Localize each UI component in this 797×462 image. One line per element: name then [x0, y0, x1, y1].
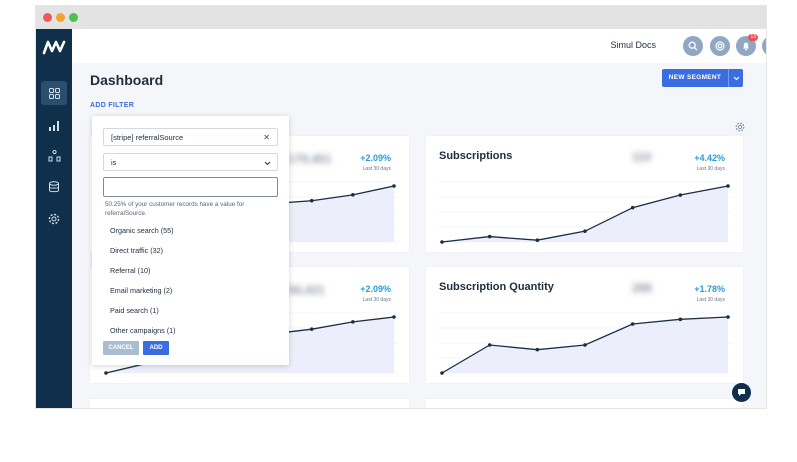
- new-segment-button[interactable]: NEW SEGMENT: [662, 69, 743, 87]
- chevron-down-icon: [264, 161, 271, 166]
- profile-button[interactable]: [762, 36, 766, 56]
- chart-point: [630, 322, 635, 326]
- window-minimize-button[interactable]: [56, 13, 65, 22]
- metric-card-subscriptions[interactable]: Subscriptions 110 +4.42% Last 30 days: [426, 136, 743, 252]
- chart-point: [392, 184, 396, 188]
- lifebuoy-icon: [715, 41, 725, 51]
- chart-point: [678, 193, 683, 197]
- chart-point: [678, 317, 683, 322]
- sidebar-item-segments[interactable]: [41, 144, 67, 168]
- filter-option[interactable]: Other campaigns (1): [110, 326, 176, 335]
- chart-point: [726, 184, 730, 188]
- dashboard-settings-icon[interactable]: [735, 122, 745, 132]
- card-change: +2.09%: [360, 153, 391, 163]
- gear-icon: [48, 213, 60, 225]
- chart-point: [487, 343, 492, 347]
- metric-card-5[interactable]: [90, 399, 409, 408]
- grid-icon: [48, 87, 60, 99]
- filter-option[interactable]: Paid search (1): [110, 306, 159, 315]
- card-period: Last 30 days: [696, 166, 725, 172]
- page-title: Dashboard: [90, 72, 164, 88]
- filter-hint: 50.25% of your customer records have a v…: [105, 201, 245, 217]
- filter-popover: [stripe] referralSource ✕ is 50.25% of y…: [92, 116, 289, 365]
- chart-point: [535, 238, 540, 242]
- search-button[interactable]: [683, 36, 703, 56]
- card-period: Last 30 days: [696, 297, 725, 303]
- window-maximize-button[interactable]: [69, 13, 78, 22]
- card-value: 56,421: [288, 283, 325, 297]
- chat-icon: [738, 389, 745, 396]
- chart-point: [535, 347, 540, 352]
- metric-card-subscription-quantity[interactable]: Subscription Quantity 286 +1.78% Last 30…: [426, 267, 743, 383]
- support-button[interactable]: [710, 36, 730, 56]
- metric-line-chart: [438, 181, 732, 244]
- card-period: Last 30 days: [362, 166, 391, 172]
- card-period: Last 30 days: [362, 297, 391, 303]
- chart-point: [351, 320, 355, 324]
- chart-point: [440, 240, 444, 244]
- chart-area: [442, 186, 728, 242]
- chart-point: [583, 229, 587, 233]
- user-name: Simul Docs: [610, 40, 656, 50]
- clear-field-icon[interactable]: ✕: [263, 133, 270, 142]
- card-value: 110: [632, 150, 652, 164]
- card-value: 286: [632, 281, 653, 295]
- chart-point: [104, 371, 108, 375]
- card-change: +2.09%: [360, 284, 391, 294]
- sidebar: [36, 29, 72, 408]
- bar-chart-icon: [48, 120, 59, 131]
- chat-button[interactable]: [732, 383, 751, 402]
- chart-point: [487, 234, 492, 239]
- filter-option[interactable]: Referral (10): [110, 266, 151, 275]
- filter-value-input[interactable]: [103, 177, 278, 197]
- sidebar-item-dashboard[interactable]: [41, 81, 67, 105]
- chart-point: [440, 371, 444, 375]
- filter-field-value: [stripe] referralSource: [111, 133, 184, 142]
- window-close-button[interactable]: [43, 13, 52, 22]
- notifications-button[interactable]: 13: [736, 34, 758, 56]
- filter-option[interactable]: Email marketing (2): [110, 286, 173, 295]
- card-change: +4.42%: [694, 153, 725, 163]
- filter-option[interactable]: Direct traffic (32): [110, 246, 163, 255]
- sidebar-item-settings[interactable]: [41, 207, 67, 231]
- card-value: 179,451: [288, 152, 332, 166]
- card-title: Subscription Quantity: [439, 281, 554, 293]
- search-icon: [688, 41, 698, 51]
- bell-icon: [743, 42, 749, 51]
- app-logo-icon[interactable]: [42, 38, 66, 56]
- new-segment-dropdown[interactable]: [728, 69, 743, 87]
- top-bar: Simul Docs 13: [72, 29, 766, 63]
- new-segment-label: NEW SEGMENT: [668, 74, 722, 81]
- filter-operator-select[interactable]: is: [103, 153, 278, 171]
- chart-point: [309, 198, 314, 203]
- chart-point: [726, 315, 730, 319]
- metric-line-chart: [438, 312, 732, 375]
- chart-point: [309, 327, 314, 331]
- segments-icon: [48, 150, 60, 162]
- chart-point: [583, 343, 587, 347]
- metric-card-6[interactable]: [426, 399, 743, 408]
- chart-point: [392, 315, 396, 319]
- filter-option[interactable]: Organic search (55): [110, 226, 174, 235]
- chart-point: [351, 193, 355, 197]
- sidebar-item-data[interactable]: [41, 175, 67, 199]
- database-icon: [49, 181, 59, 193]
- filter-field-select[interactable]: [stripe] referralSource ✕: [103, 128, 278, 146]
- add-filter-link[interactable]: ADD FILTER: [90, 102, 135, 109]
- cancel-button[interactable]: CANCEL: [103, 341, 139, 355]
- chart-point: [630, 205, 635, 210]
- sidebar-item-analytics[interactable]: [41, 113, 67, 137]
- add-button[interactable]: ADD: [143, 341, 169, 355]
- chevron-down-icon: [733, 76, 739, 80]
- card-title: Subscriptions: [439, 150, 513, 162]
- filter-operator-value: is: [111, 158, 117, 167]
- window-titlebar: [36, 6, 766, 29]
- card-change: +1.78%: [694, 284, 725, 294]
- notification-badge: 13: [748, 34, 758, 41]
